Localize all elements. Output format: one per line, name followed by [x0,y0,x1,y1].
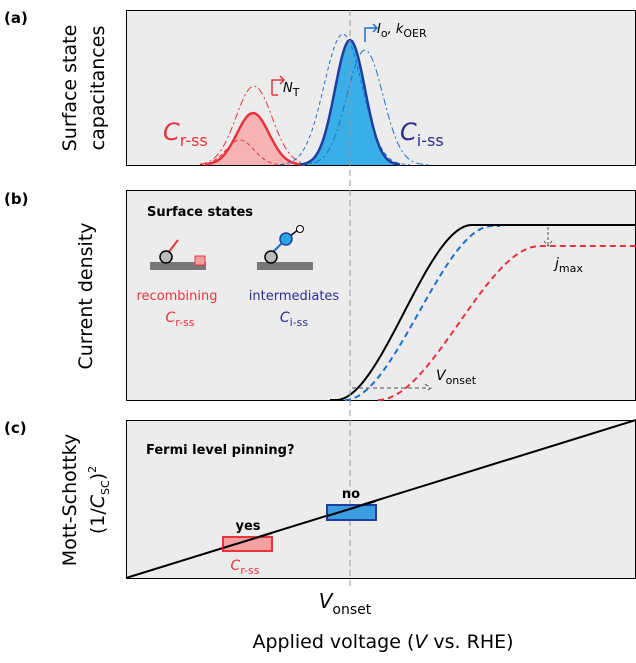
vonset-label: Vonset [436,368,477,387]
arrow [352,383,432,393]
inset-title: Surface states [147,205,253,220]
t: C [163,118,180,146]
t: ) [87,473,109,480]
y-label: capacitances [87,26,109,151]
t: OER [403,27,427,40]
legend-text: intermediates [249,289,340,304]
t: i-ss [417,131,444,150]
t: j [553,256,559,272]
arrow [543,227,553,247]
surface [150,262,206,270]
t: I [377,22,381,37]
t: C [400,118,417,146]
legend-text: recombining [136,289,217,304]
arrow [271,75,286,96]
t: SC [99,480,112,495]
t: r-ss [240,564,260,577]
t: onset [332,602,371,618]
jmax-label: jmax [553,256,583,275]
t: C [280,310,290,326]
t: C [230,558,240,574]
curve [204,111,306,166]
t: V [436,368,447,384]
arrow [364,23,379,42]
t: max [559,262,583,275]
t: o [381,27,388,40]
t: C [165,310,175,326]
x-marker: Vonset [319,589,372,618]
atom [296,225,304,233]
t: (1/ [87,508,109,535]
t: , k [388,22,404,37]
atom [264,250,278,264]
t: r-ss [180,131,208,150]
legend-text: Ci-ss [280,310,309,329]
t: r-ss [175,316,195,329]
t: 2 [86,466,99,473]
x-label: Applied voltage (V vs. RHE) [252,631,513,653]
legend-text: Cr-ss [165,310,194,329]
t: i-ss [290,316,309,329]
y-label: (1/CSC)2 [86,466,112,534]
curve [330,224,636,401]
peak-label: Ci-ss [400,118,444,150]
panel-label: (c) [4,419,27,437]
no-label: no [342,487,360,502]
peak-label: Cr-ss [163,118,208,150]
panel-label: (b) [4,190,28,208]
t: N [283,81,293,96]
t: V [319,589,334,613]
defect [194,255,206,266]
box-yes [222,536,273,552]
t: V [414,631,429,653]
ms-line [222,532,273,549]
yes-label: yes [235,519,260,534]
ms-line [125,419,636,579]
question: Fermi level pinning? [146,443,294,458]
box-no [326,504,377,521]
t: C [87,494,109,508]
y-label: Current density [75,222,97,369]
panel-label: (a) [4,9,28,27]
yes-c: Cr-ss [230,558,259,577]
arrow-label: Io, kOER [377,22,427,40]
curve [199,139,291,166]
y-label: Surface state [59,25,81,152]
arrow-label: NT [283,81,300,99]
t: Applied voltage ( [252,631,414,653]
ms-line [326,500,377,517]
curve [377,245,636,401]
t: vs. RHE) [427,631,513,653]
curve [299,49,431,166]
t: T [292,86,300,99]
curve [279,33,411,166]
surface [257,262,313,270]
atom [159,250,173,264]
curve [205,113,305,165]
y-label: Mott-Schottky [59,434,81,566]
curve [199,85,311,165]
atom [279,232,293,246]
t: onset [446,374,477,387]
bond [167,239,179,254]
